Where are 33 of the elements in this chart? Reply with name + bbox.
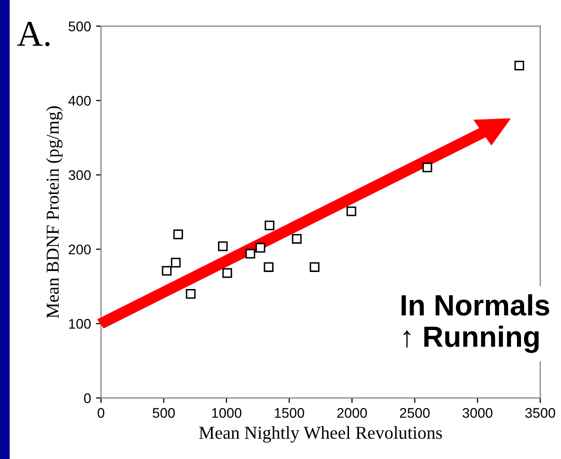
x-tick-label: 1000 xyxy=(212,408,242,418)
y-tick-label: 100 xyxy=(69,318,91,329)
point xyxy=(264,220,274,230)
point xyxy=(173,230,184,240)
point xyxy=(256,242,266,253)
y-tick-label: 200 xyxy=(68,244,91,254)
point xyxy=(292,234,302,244)
y-tick-label: 300 xyxy=(68,170,91,180)
x-axis-title: Mean Nightly Wheel Revolutions xyxy=(199,426,442,443)
x-tick-label: 1500 xyxy=(274,408,304,418)
x-tick-label: 0 xyxy=(98,408,104,418)
x-tick-label: 3000 xyxy=(462,408,492,418)
point xyxy=(514,60,524,70)
point xyxy=(170,258,181,268)
x-tick-label: 3500 xyxy=(525,408,556,418)
y-axis-title: Mean BDNF Protein (pg/mg) xyxy=(46,106,63,318)
x-tick-label: 500 xyxy=(152,408,175,418)
point xyxy=(222,268,232,278)
point xyxy=(422,162,432,172)
point xyxy=(346,206,356,216)
annotation: In Normals ↑ Running xyxy=(402,294,550,353)
point xyxy=(245,248,256,259)
point xyxy=(162,266,172,276)
point xyxy=(310,262,320,272)
y-tick-label: 0 xyxy=(84,393,91,404)
y-tick-label: 400 xyxy=(68,96,91,106)
point xyxy=(218,241,228,252)
point xyxy=(186,288,196,299)
chart-title: A. xyxy=(17,22,50,46)
y-tick-label: 500 xyxy=(68,21,91,32)
x-tick-label: 2000 xyxy=(337,408,367,418)
x-tick-label: 2500 xyxy=(400,408,430,418)
point xyxy=(264,262,274,272)
